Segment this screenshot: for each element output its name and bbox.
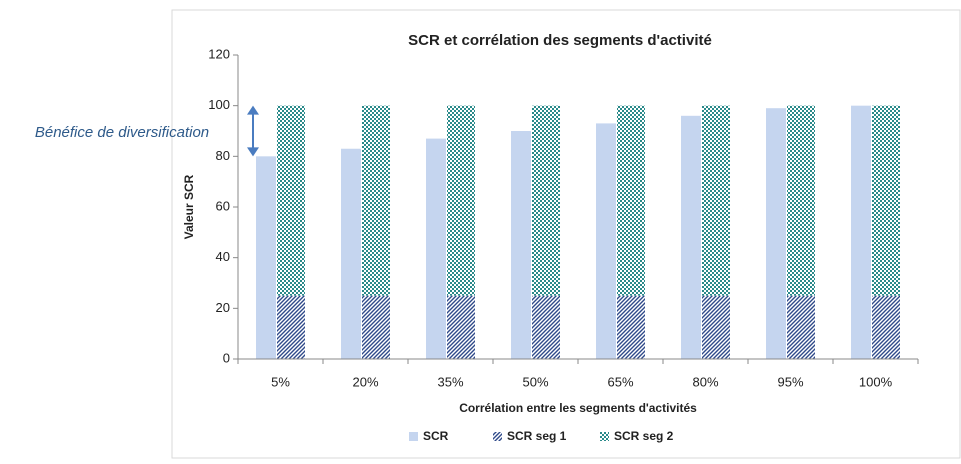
- annotation: Bénéfice de diversification: [35, 124, 209, 141]
- bar-segment: [702, 105, 730, 296]
- bar-segment: [447, 295, 475, 359]
- bar: [256, 156, 276, 359]
- x-tick-label: 95%: [777, 374, 803, 389]
- bar-segment: [787, 105, 815, 296]
- x-tick-label: 100%: [859, 374, 893, 389]
- x-tick-label: 65%: [607, 374, 633, 389]
- arrow-head: [247, 147, 259, 157]
- bar: [851, 105, 871, 360]
- y-tick-label: 100: [208, 97, 230, 112]
- y-tick-label: 60: [216, 198, 230, 213]
- x-tick-label: 5%: [271, 374, 290, 389]
- bar-segment: [532, 295, 560, 359]
- legend-swatch: [409, 432, 418, 441]
- x-tick-label: 50%: [522, 374, 548, 389]
- y-axis-label: Valeur SCR: [182, 174, 196, 239]
- x-tick-label: 20%: [352, 374, 378, 389]
- y-tick-label: 120: [208, 46, 230, 61]
- y-tick-label: 80: [216, 148, 230, 163]
- bar-segment: [617, 295, 645, 359]
- bar-segment: [447, 105, 475, 296]
- chart-frame: [171, 9, 961, 459]
- legend-swatch: [493, 432, 502, 441]
- legend-label: SCR seg 2: [614, 429, 674, 443]
- bar-segment: [872, 105, 900, 296]
- bar-segment: [362, 295, 390, 359]
- bar-segment: [702, 295, 730, 359]
- legend-swatch: [600, 432, 609, 441]
- legend-label: SCR: [423, 429, 449, 443]
- legend-label: SCR seg 1: [507, 429, 567, 443]
- x-tick-label: 80%: [692, 374, 718, 389]
- x-axis-label: Corrélation entre les segments d'activit…: [459, 401, 697, 415]
- bar: [426, 138, 446, 359]
- bar-segment: [362, 105, 390, 296]
- bar-segment: [277, 105, 305, 296]
- bar-segment: [872, 295, 900, 359]
- bar-segment: [787, 295, 815, 359]
- bar-segment: [532, 105, 560, 296]
- bar: [766, 108, 786, 359]
- y-tick-label: 40: [216, 249, 230, 264]
- y-tick-label: 0: [223, 350, 230, 365]
- chart-title: SCR et corrélation des segments d'activi…: [408, 32, 712, 49]
- bar: [511, 131, 531, 359]
- bar: [596, 123, 616, 360]
- arrow-head: [247, 105, 259, 115]
- bar: [341, 148, 361, 359]
- y-tick-label: 20: [216, 300, 230, 315]
- x-tick-label: 35%: [437, 374, 463, 389]
- bar: [681, 115, 701, 359]
- bar-segment: [617, 105, 645, 296]
- bar-segment: [277, 295, 305, 359]
